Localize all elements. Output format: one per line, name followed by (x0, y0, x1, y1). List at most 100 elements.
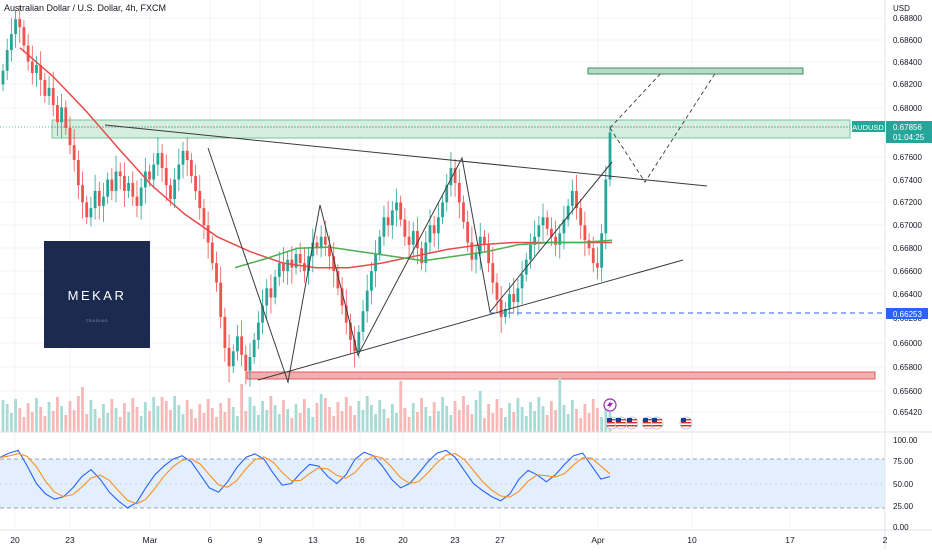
lower-trendline[interactable] (257, 259, 684, 381)
zigzag-pattern[interactable] (207, 147, 613, 384)
stoch-tick-label: 100.00 (893, 436, 918, 445)
volume-bar (319, 394, 323, 432)
volume-bar (177, 405, 181, 432)
time-axis[interactable]: 20 23 Mar 6 9 13 16 20 23 27 Apr 10 17 2 (10, 535, 887, 545)
volume-bar (164, 401, 168, 432)
volume-bar (478, 391, 482, 432)
candle (294, 247, 298, 275)
last-price-text: 0.67856 (893, 123, 922, 132)
candle (135, 180, 139, 218)
candle (30, 45, 34, 85)
volume-bar (529, 402, 532, 432)
price-tick-label: 0.68200 (893, 80, 922, 89)
candles (1, 5, 612, 387)
volume-bar (336, 402, 340, 432)
candle (72, 129, 76, 172)
us-flag-event-icon[interactable] (625, 416, 639, 430)
candle (227, 334, 231, 383)
lightning-bolt-icon (607, 400, 613, 410)
stoch-tick-label: 75.00 (893, 457, 914, 466)
candle (332, 242, 336, 288)
volume-bar (26, 403, 30, 432)
time-tick-label: 9 (258, 535, 263, 545)
candle (240, 320, 244, 367)
volume-bar (395, 413, 398, 432)
volume-bar (1, 400, 5, 432)
target-zone (587, 67, 804, 75)
volume-bar (520, 407, 524, 432)
us-flag-event-icon[interactable] (650, 416, 664, 430)
volume-bar (549, 401, 553, 432)
moving-average-red (19, 47, 612, 269)
candle (85, 195, 89, 225)
candle (298, 242, 302, 273)
volume-bar (194, 418, 197, 432)
candle (210, 235, 214, 270)
price-axis[interactable]: 0.68800 0.68600 0.68400 0.68200 0.68000 0.676… (893, 14, 922, 417)
time-tick-label: 23 (450, 535, 460, 545)
last-price-badge (886, 121, 932, 143)
volume-bar (97, 418, 101, 432)
us-flag-event-icon[interactable] (679, 416, 693, 430)
candle (445, 173, 449, 212)
logo-subtext: TRADING (86, 318, 108, 323)
volume-bar (210, 408, 214, 432)
candle (344, 289, 348, 335)
moving-average-green (234, 239, 613, 269)
stoch-tick-label: 25.00 (893, 502, 914, 511)
price-tick-label: 0.66600 (893, 267, 922, 276)
volume-bar (600, 417, 604, 432)
projection-path-2 (609, 71, 717, 183)
volume-bar (462, 396, 465, 432)
price-tick-label: 0.67200 (893, 198, 922, 207)
volume-bar (424, 407, 428, 432)
volume-bar (47, 402, 51, 432)
us-flag-event-icon[interactable] (605, 416, 619, 430)
upper-trendline[interactable] (104, 124, 708, 187)
candle (56, 95, 59, 136)
volume-bar (51, 411, 55, 432)
candle (81, 171, 84, 219)
candle (9, 18, 13, 62)
candle (35, 55, 38, 87)
volume-bar (483, 418, 486, 432)
volume-bar (35, 398, 38, 432)
stoch-axis[interactable]: 100.00 75.00 50.00 25.00 0.00 (893, 436, 918, 532)
us-flag-event-icon[interactable] (614, 416, 628, 430)
volume-bar (457, 410, 461, 432)
candle (549, 217, 553, 246)
volume-bar (399, 381, 403, 432)
candle (399, 195, 403, 227)
symbol-title: Australian Dollar / U.S. Dollar, 4h, FXC… (4, 3, 166, 13)
volume-bar (545, 415, 549, 432)
volume-bar (148, 411, 151, 432)
candle (554, 220, 557, 257)
volume-bar (340, 411, 344, 432)
candle (541, 203, 545, 242)
event-icons[interactable] (603, 398, 693, 430)
candle (194, 164, 197, 201)
price-tick-label: 0.65420 (893, 408, 922, 417)
candle (185, 137, 189, 177)
candle (340, 276, 344, 315)
volume-bar (123, 403, 126, 432)
volume-bar (570, 400, 574, 432)
candle (248, 343, 252, 387)
price-tick-label: 0.65800 (893, 363, 922, 372)
volume-bar (30, 412, 34, 432)
price-tick-label: 0.68600 (893, 36, 922, 45)
volume-bar (248, 397, 252, 432)
volume-bar (583, 404, 587, 432)
candle (43, 72, 47, 103)
volume-bar (449, 415, 453, 432)
volume-bar (332, 416, 336, 432)
candle (114, 155, 118, 203)
volume-bar (256, 415, 260, 432)
volume-bar (466, 405, 470, 432)
candle (369, 261, 373, 305)
volume-bar (416, 412, 419, 432)
candle (164, 154, 168, 202)
countdown-text: 01:04:25 (893, 133, 925, 142)
